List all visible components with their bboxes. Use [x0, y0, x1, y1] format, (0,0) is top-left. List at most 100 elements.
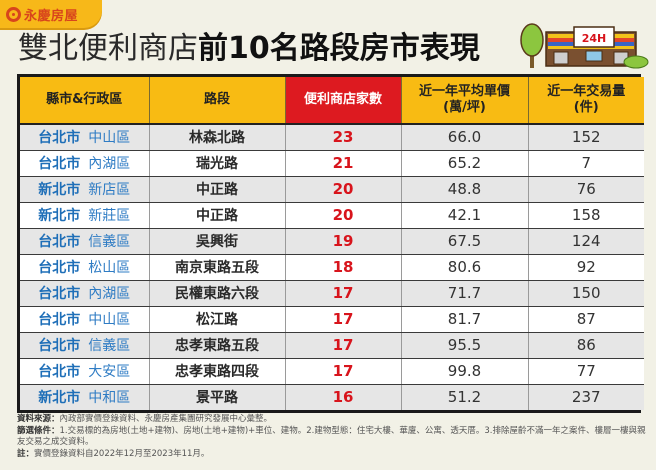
table-row: 台北市 內湖區 民權東路六段 17 71.7 150 [20, 280, 644, 307]
note-source-label: 資料來源： [17, 414, 60, 424]
title-emphasis: 前10名路段房市表現 [198, 31, 480, 66]
cell-road: 中正路 [149, 176, 286, 203]
cell-district: 台北市 信義區 [20, 228, 150, 255]
note-filter: 篩選條件：1.交易標的為房地(土地+建物)、房地(土地+建物)+車位、建物。2.… [17, 426, 647, 449]
cell-volume: 87 [528, 306, 644, 333]
cell-volume: 150 [528, 280, 644, 307]
city: 台北市 [38, 260, 81, 276]
note-source: 資料來源：內政部實價登錄資料、永慶房產集團研究發展中心彙整。 [17, 414, 647, 426]
cell-district: 台北市 中山區 [20, 124, 150, 151]
table-row: 台北市 內湖區 瑞光路 21 65.2 7 [20, 150, 644, 177]
cell-store-count: 17 [285, 280, 402, 307]
footnotes: 資料來源：內政部實價登錄資料、永慶房產集團研究發展中心彙整。 篩選條件：1.交易… [17, 414, 647, 460]
header-volume-line2: (件) [573, 100, 599, 115]
city: 新北市 [38, 390, 81, 407]
note-filter-text: 1.交易標的為房地(土地+建物)、房地(土地+建物)+車位、建物。2.建物型態：… [17, 425, 646, 448]
note-filter-label: 篩選條件： [17, 425, 60, 436]
city: 台北市 [38, 234, 81, 250]
district: 信義區 [88, 338, 131, 354]
cell-avg-price: 42.1 [401, 202, 529, 229]
table-row: 台北市 中山區 松江路 17 81.7 87 [20, 306, 644, 333]
city: 台北市 [38, 312, 81, 328]
cell-avg-price: 80.6 [401, 254, 529, 281]
cell-road: 南京東路五段 [149, 254, 286, 281]
cell-store-count: 21 [285, 150, 402, 177]
cell-store-count: 18 [285, 254, 402, 281]
cell-avg-price: 81.7 [401, 306, 529, 333]
district: 內湖區 [88, 156, 131, 172]
cell-road: 吳興街 [149, 228, 286, 255]
district: 大安區 [88, 364, 131, 380]
cell-volume: 124 [528, 228, 644, 255]
cell-store-count: 23 [285, 124, 402, 151]
header-district: 縣市&行政區 [20, 77, 150, 125]
cell-road: 松江路 [149, 306, 286, 333]
cell-avg-price: 51.2 [401, 384, 529, 410]
cell-volume: 77 [528, 358, 644, 385]
city: 台北市 [38, 338, 81, 354]
title-prefix: 雙北便利商店 [18, 31, 198, 66]
note-period-text: 實價登錄資料自2022年12月至2023年11月。 [34, 448, 210, 459]
cell-road: 民權東路六段 [149, 280, 286, 307]
table-row: 台北市 信義區 忠孝東路五段 17 95.5 86 [20, 332, 644, 359]
cell-volume: 76 [528, 176, 644, 203]
district: 內湖區 [88, 286, 131, 302]
cell-store-count: 17 [285, 332, 402, 359]
page-title: 雙北便利商店前10名路段房市表現 [18, 30, 480, 68]
note-source-text: 內政部實價登錄資料、永慶房產集團研究發展中心彙整。 [59, 414, 273, 424]
cell-store-count: 20 [285, 202, 402, 229]
header-avg-price-line2: (萬/坪) [443, 100, 486, 115]
cell-road: 林森北路 [149, 124, 286, 151]
city: 新北市 [38, 208, 81, 224]
table-row: 台北市 中山區 林森北路 23 66.0 152 [20, 124, 644, 151]
table-row: 台北市 大安區 忠孝東路四段 17 99.8 77 [20, 358, 644, 385]
table-row: 台北市 信義區 吳興街 19 67.5 124 [20, 228, 644, 255]
cell-district: 新北市 新莊區 [20, 202, 150, 229]
city: 新北市 [38, 182, 81, 198]
city: 台北市 [38, 130, 81, 147]
cell-volume: 237 [528, 384, 644, 410]
cell-avg-price: 99.8 [401, 358, 529, 385]
cell-district: 台北市 中山區 [20, 306, 150, 333]
ranking-table: 縣市&行政區 路段 便利商店家數 近一年平均單價 (萬/坪) 近一年交易量 (件… [17, 74, 644, 413]
cell-volume: 86 [528, 332, 644, 359]
cell-road: 中正路 [149, 202, 286, 229]
table-row: 新北市 中和區 景平路 16 51.2 237 [20, 384, 644, 410]
brand-name: 永慶房屋 [24, 8, 79, 24]
header-volume: 近一年交易量 (件) [528, 77, 644, 125]
city: 台北市 [38, 156, 81, 172]
cell-store-count: 17 [285, 358, 402, 385]
cell-avg-price: 71.7 [401, 280, 529, 307]
brand-logo: 永慶房屋 [0, 0, 102, 28]
cell-volume: 152 [528, 124, 644, 151]
cell-road: 瑞光路 [149, 150, 286, 177]
cell-avg-price: 95.5 [401, 332, 529, 359]
store-sign: 24H [582, 32, 607, 45]
district: 新莊區 [88, 208, 131, 224]
cell-avg-price: 67.5 [401, 228, 529, 255]
district: 中和區 [88, 390, 131, 407]
header-road: 路段 [149, 77, 286, 125]
district: 中山區 [88, 312, 131, 328]
cell-avg-price: 65.2 [401, 150, 529, 177]
cell-road: 忠孝東路四段 [149, 358, 286, 385]
cell-store-count: 20 [285, 176, 402, 203]
city: 台北市 [38, 364, 81, 380]
cell-store-count: 19 [285, 228, 402, 255]
cell-avg-price: 48.8 [401, 176, 529, 203]
cell-avg-price: 66.0 [401, 124, 529, 151]
brand-logo-icon [6, 6, 21, 22]
note-period: 註：實價登錄資料自2022年12月至2023年11月。 [17, 449, 647, 461]
convenience-store-icon: 24H [520, 23, 649, 69]
district: 新店區 [88, 182, 131, 198]
cell-district: 台北市 內湖區 [20, 150, 150, 177]
district: 信義區 [88, 234, 131, 250]
cell-volume: 158 [528, 202, 644, 229]
cell-road: 忠孝東路五段 [149, 332, 286, 359]
table-header-row: 縣市&行政區 路段 便利商店家數 近一年平均單價 (萬/坪) 近一年交易量 (件… [20, 77, 644, 125]
district: 中山區 [88, 130, 131, 147]
cell-district: 新北市 中和區 [20, 384, 150, 410]
table-row: 新北市 新店區 中正路 20 48.8 76 [20, 176, 644, 203]
header-volume-line1: 近一年交易量 [547, 84, 626, 99]
cell-road: 景平路 [149, 384, 286, 410]
